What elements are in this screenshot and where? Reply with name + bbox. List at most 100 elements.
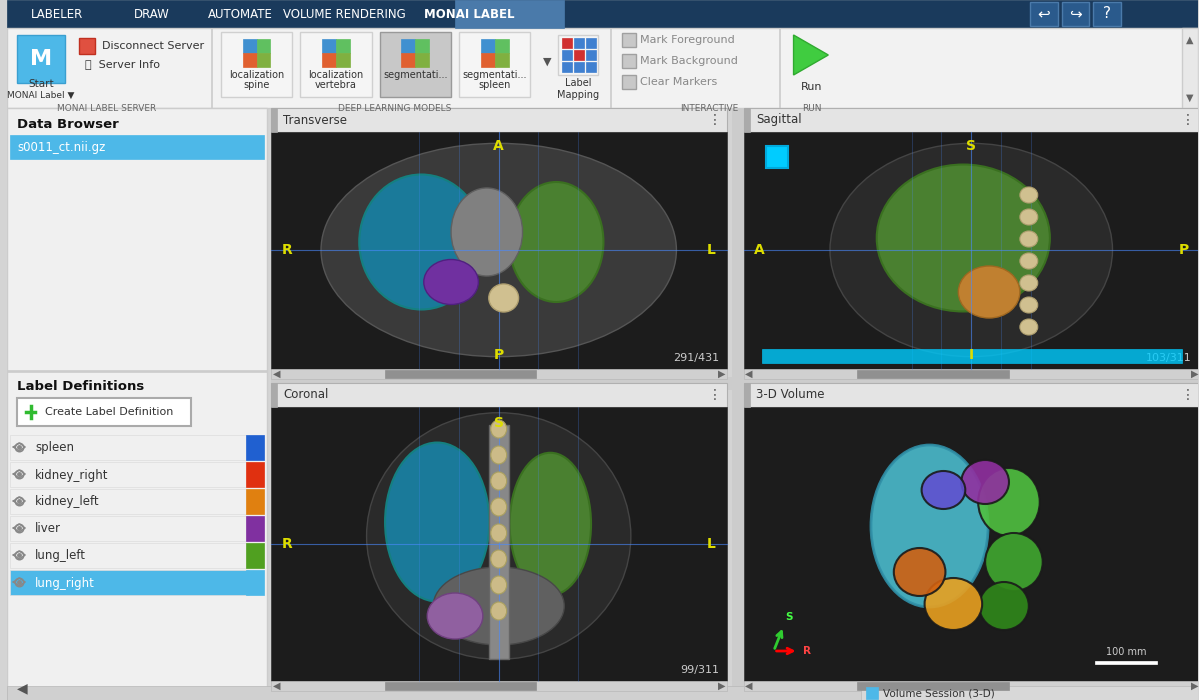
Ellipse shape (385, 442, 489, 601)
Text: Transverse: Transverse (283, 113, 348, 127)
Text: lung_right: lung_right (35, 577, 95, 589)
Ellipse shape (962, 460, 1010, 504)
Bar (7, 28, 1198, 108)
Bar (1061, 2, 1090, 26)
Bar (271, 108, 727, 132)
Bar (743, 383, 749, 407)
Bar (7, 0, 1198, 28)
Text: MONAI LABEL: MONAI LABEL (423, 8, 514, 20)
Bar (743, 108, 749, 132)
Ellipse shape (1020, 297, 1038, 313)
Ellipse shape (490, 524, 507, 542)
Text: MONAI Label ▼: MONAI Label ▼ (7, 90, 74, 99)
Text: LABELER: LABELER (31, 8, 83, 20)
Ellipse shape (980, 582, 1029, 630)
Text: P: P (1179, 243, 1188, 257)
Bar (17, 398, 191, 426)
Bar (1096, 661, 1157, 664)
Bar (246, 570, 265, 595)
Text: R: R (282, 243, 293, 257)
Bar (11, 489, 248, 514)
Text: segmentati...: segmentati... (463, 70, 528, 80)
Text: S: S (494, 416, 504, 430)
Text: spleen: spleen (35, 442, 74, 454)
Text: ⓘ  Server Info: ⓘ Server Info (85, 59, 159, 69)
Text: kidney_right: kidney_right (35, 468, 109, 482)
Text: ◀: ◀ (17, 681, 28, 695)
Ellipse shape (423, 260, 478, 304)
Bar (562, 50, 572, 60)
Text: lung_left: lung_left (35, 550, 86, 563)
Text: Coronal: Coronal (283, 389, 329, 402)
Bar (481, 39, 495, 53)
Bar (866, 687, 878, 699)
Bar (17, 35, 65, 83)
Ellipse shape (1020, 319, 1038, 335)
Text: R: R (282, 537, 293, 551)
Bar (246, 543, 265, 568)
Bar (257, 53, 271, 67)
Ellipse shape (924, 578, 982, 630)
Bar (11, 462, 248, 487)
Bar (743, 132, 1199, 369)
Ellipse shape (490, 602, 507, 620)
Bar (574, 38, 584, 48)
Bar (79, 38, 95, 54)
Bar (766, 146, 788, 168)
Bar (622, 33, 635, 47)
Ellipse shape (489, 284, 519, 312)
Text: ◀: ◀ (745, 681, 753, 691)
Text: ▼: ▼ (543, 57, 552, 67)
Ellipse shape (321, 144, 676, 356)
Text: Create Label Definition: Create Label Definition (46, 407, 174, 417)
Ellipse shape (922, 471, 965, 509)
Bar (743, 407, 1199, 681)
Bar (415, 39, 429, 53)
Bar (323, 53, 336, 67)
Bar (495, 53, 508, 67)
Bar (271, 369, 727, 379)
Polygon shape (794, 35, 829, 75)
Text: DEEP LEARNING MODELS: DEEP LEARNING MODELS (338, 104, 451, 113)
Bar (622, 75, 635, 89)
Bar (402, 39, 415, 53)
Bar (323, 39, 336, 53)
Text: A: A (754, 243, 765, 257)
Bar (861, 686, 1198, 700)
Ellipse shape (510, 182, 603, 302)
Text: 3-D Volume: 3-D Volume (755, 389, 825, 402)
Ellipse shape (986, 533, 1043, 591)
Ellipse shape (1020, 209, 1038, 225)
Bar (857, 370, 1010, 378)
Text: Volume Session (3-D): Volume Session (3-D) (882, 688, 995, 698)
Ellipse shape (490, 420, 507, 438)
Bar (11, 435, 248, 460)
Text: ⋮: ⋮ (709, 388, 722, 402)
Text: kidney_left: kidney_left (35, 496, 100, 508)
Text: S: S (785, 612, 793, 622)
Ellipse shape (490, 446, 507, 464)
Bar (1093, 2, 1121, 26)
Text: L: L (706, 243, 716, 257)
Bar (271, 377, 1198, 389)
Text: VOLUME RENDERING: VOLUME RENDERING (283, 8, 406, 20)
Bar (221, 32, 293, 97)
Bar (7, 370, 267, 372)
Text: I: I (969, 348, 974, 362)
Bar (11, 516, 248, 541)
Text: Start: Start (29, 79, 54, 89)
Text: RUN: RUN (802, 104, 821, 113)
Bar (385, 682, 536, 690)
Text: AUTOMATE: AUTOMATE (209, 8, 273, 20)
Ellipse shape (1020, 275, 1038, 291)
Text: ▶: ▶ (1191, 681, 1198, 691)
Text: MONAI LABEL SERVER: MONAI LABEL SERVER (58, 104, 156, 113)
Ellipse shape (510, 453, 591, 595)
Polygon shape (489, 425, 508, 659)
Bar (246, 489, 265, 514)
Bar (761, 349, 1182, 363)
Bar (743, 383, 1199, 407)
Bar (586, 50, 596, 60)
Bar (271, 132, 727, 369)
Text: localization: localization (229, 70, 284, 80)
